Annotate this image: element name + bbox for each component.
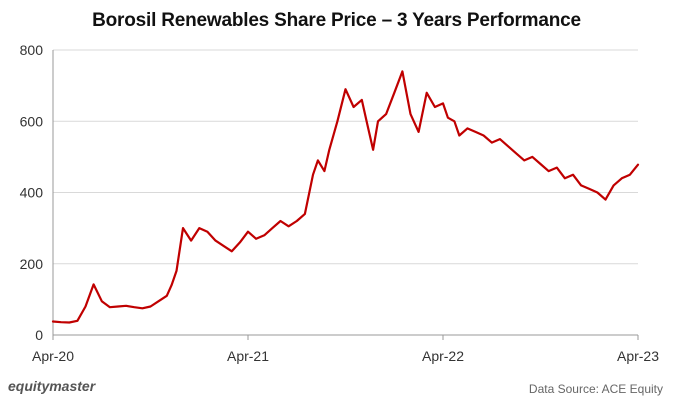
data-source: Data Source: ACE Equity (528, 382, 663, 396)
x-tick-label-Apr-22: Apr-22 (422, 348, 464, 364)
y-tick-labels: 0 200 400 600 800 (20, 42, 44, 343)
gridlines (53, 49, 638, 265)
brand-logo: equitymaster (8, 378, 96, 394)
y-tick-label-400: 400 (20, 185, 44, 201)
chart-title: Borosil Renewables Share Price – 3 Years… (92, 10, 581, 31)
y-tick-label-800: 800 (20, 42, 44, 58)
x-tick-label-Apr-20: Apr-20 (32, 348, 74, 364)
series (51, 70, 640, 324)
y-tick-label-200: 200 (20, 256, 44, 272)
series-line-0 (51, 70, 640, 324)
y-tick-label-0: 0 (35, 327, 43, 343)
axes (52, 50, 639, 340)
x-tick-label-Apr-21: Apr-21 (227, 348, 269, 364)
x-tick-labels: Apr-20 Apr-21 Apr-22 Apr-23 (32, 348, 659, 364)
y-tick-label-600: 600 (20, 113, 44, 129)
x-tick-label-Apr-23: Apr-23 (617, 348, 659, 364)
